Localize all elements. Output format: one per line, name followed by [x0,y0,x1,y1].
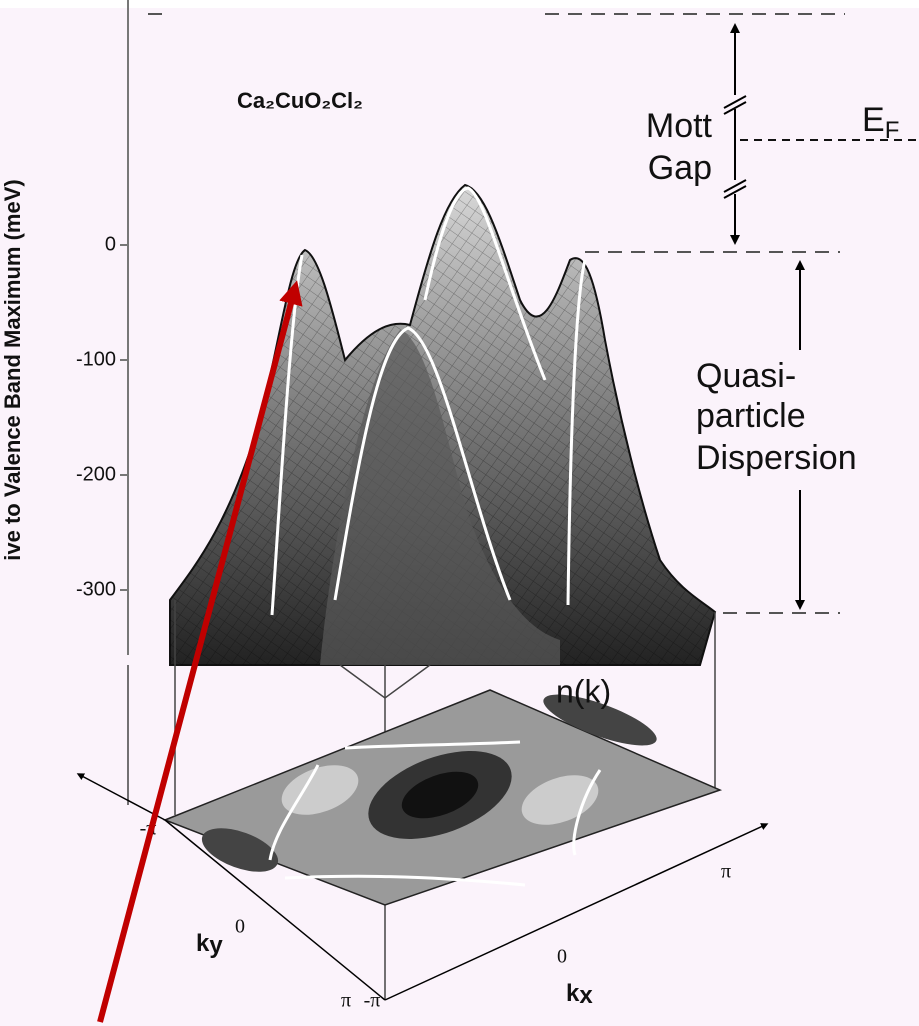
kx-main: k [566,980,580,1007]
mott-label: Gap [648,149,712,187]
y-axis-label: ive to Valence Band Maximum (meV) [0,179,25,560]
kx-tick: π [721,861,731,883]
y-tick-label: 0 [105,233,116,255]
break-marks [723,95,747,199]
kx-axis [384,823,769,1001]
ky-axis [164,819,386,1001]
nk-label: n(k) [556,673,611,709]
y-ticks [120,244,128,591]
fermi-main: E [862,101,885,139]
dispersion-label: particle [696,397,806,435]
kx-sub: x [579,982,593,1009]
ky-tick: 0 [235,916,245,938]
kx-tick: -π [364,990,381,1012]
mott-label: Mott [646,107,713,145]
ky-main: k [196,930,210,957]
y-tick-label: -100 [76,348,116,370]
y-tick-label: -300 [76,578,116,600]
surface [169,183,717,666]
ky-sub: y [209,932,223,959]
formula: Ca₂CuO₂Cl₂ [237,88,363,113]
kx-tick: 0 [557,946,567,968]
ky-tick: π [341,990,351,1012]
ky-label: ky [196,930,223,959]
nk-plane [162,689,723,906]
fermi-sub: F [885,117,900,144]
ky-axis [76,773,166,821]
kx-label: kx [566,980,593,1009]
dispersion-label: Quasi- [696,357,796,395]
fermi-label: EF [862,101,899,144]
y-tick-label: -200 [76,463,116,485]
dispersion-label: Dispersion [696,439,857,477]
annotation-arrow [97,280,303,1023]
drop-lines [127,600,716,1000]
top-strip [0,0,919,8]
